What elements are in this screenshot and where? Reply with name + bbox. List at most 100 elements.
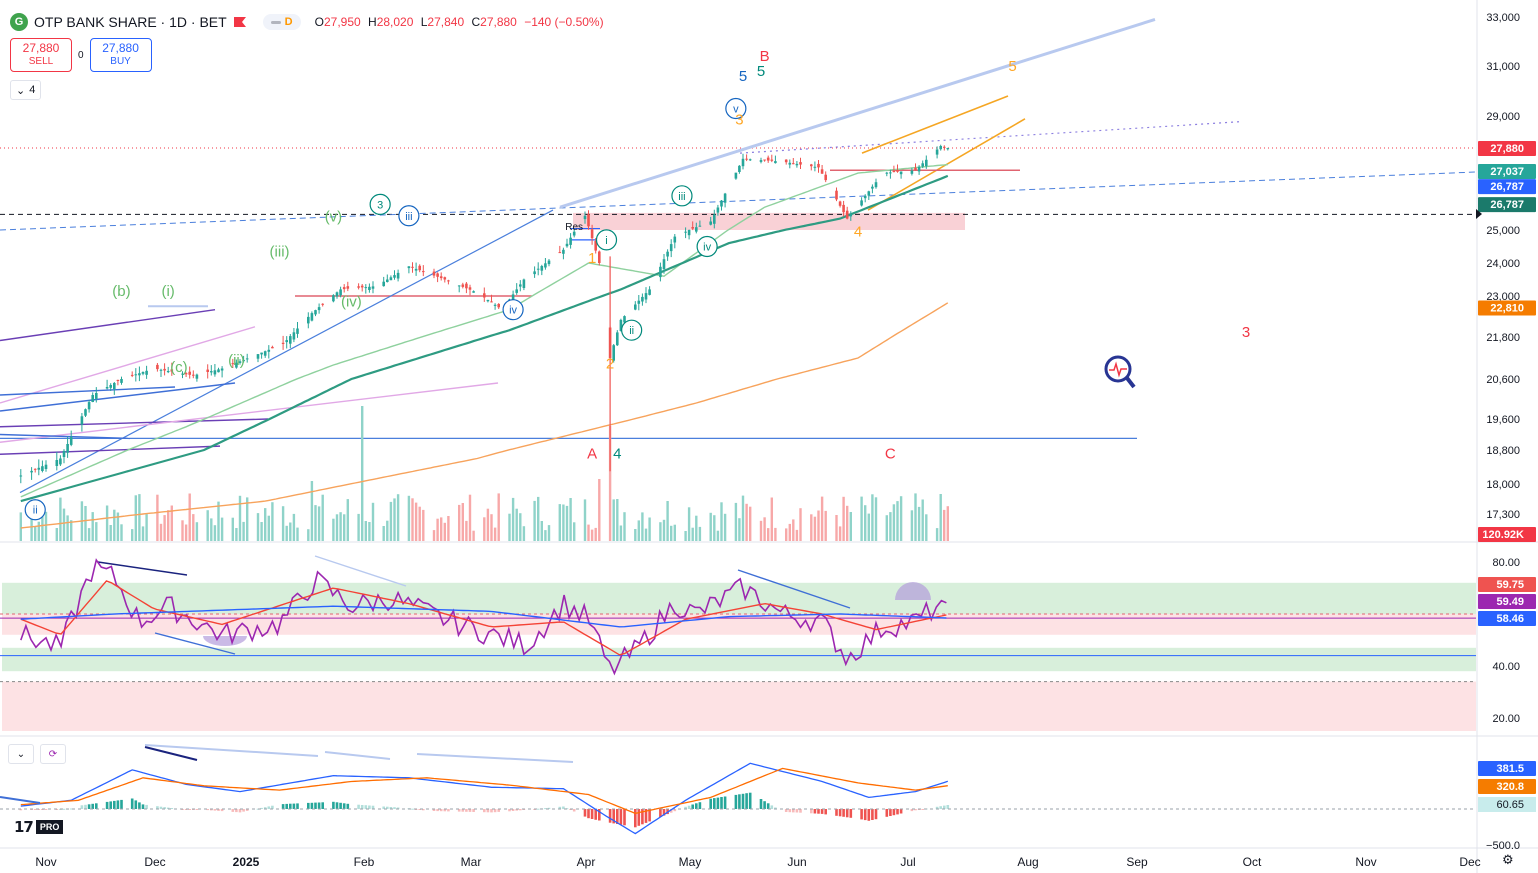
macd-histogram-bar <box>281 804 285 809</box>
volume-bar <box>181 520 184 541</box>
settings-icon[interactable]: ⚙ <box>1502 852 1514 867</box>
candle-body <box>565 243 569 247</box>
symbol-logo[interactable]: G <box>10 13 28 31</box>
macd-histogram-bar <box>695 803 698 809</box>
candle-body <box>519 284 522 287</box>
volume-bar <box>113 509 116 541</box>
macd-histogram-bar <box>109 801 112 809</box>
symbol-title[interactable]: OTP BANK SHARE · 1D · BET <box>34 14 227 30</box>
volume-bar <box>533 500 536 541</box>
refresh-icon[interactable]: ⟳ <box>40 744 66 764</box>
candle-body <box>673 236 677 243</box>
macd-histogram-bar <box>648 809 651 822</box>
macd-histogram-bar <box>738 794 741 809</box>
wave-label: (iv) <box>341 293 362 310</box>
volume-bar <box>141 526 145 541</box>
macd-histogram-bar <box>335 802 339 809</box>
tradingview-logo[interactable]: 17 PRO <box>14 818 64 836</box>
macd-histogram-bar <box>389 807 393 809</box>
macd-histogram-bar <box>19 809 23 811</box>
volume-bar <box>317 506 321 541</box>
candle-body <box>411 266 414 268</box>
candle-body <box>138 373 141 376</box>
candle-body <box>698 225 702 227</box>
candle-body <box>867 191 871 196</box>
candle-body <box>634 304 637 310</box>
buy-button[interactable]: 27,880 BUY <box>89 38 152 72</box>
logo-pro-badge: PRO <box>35 820 64 834</box>
candle-body <box>242 359 245 362</box>
macd-histogram-bar <box>914 809 917 811</box>
volume-bar <box>62 508 66 541</box>
price-tick: 18,000 <box>1486 479 1520 491</box>
candle-body <box>741 158 745 167</box>
candle-body <box>156 364 159 370</box>
flag-icon[interactable] <box>233 16 247 28</box>
price-tick: 31,000 <box>1486 61 1520 73</box>
candle-body <box>292 332 296 340</box>
macd-histogram-bar <box>396 807 400 809</box>
candle-body <box>310 313 314 321</box>
volume-bar <box>619 525 623 541</box>
volume-bar <box>357 513 360 541</box>
macd-histogram-bar <box>368 805 371 809</box>
candle-body <box>339 289 342 296</box>
candle-body <box>109 385 112 388</box>
sell-button[interactable]: 27,880 SELL <box>10 38 72 72</box>
macd-histogram-bar <box>921 809 924 810</box>
rsi-hump <box>895 582 931 600</box>
macd-histogram-bar <box>493 809 497 813</box>
macd-histogram-bar <box>105 801 109 809</box>
volume-bar <box>939 494 942 541</box>
macd-histogram-bar <box>134 800 138 809</box>
volume-bar <box>519 513 522 541</box>
indicators-toggle[interactable]: ⌄ 4 <box>10 80 42 100</box>
wave-label: 5 <box>757 63 765 80</box>
divergence-line <box>97 561 188 576</box>
candle-body <box>134 374 138 376</box>
candle-body <box>583 215 587 220</box>
candle-body <box>493 304 497 306</box>
volume-bar <box>590 529 594 541</box>
candle-body <box>810 164 813 167</box>
macd-histogram-bar <box>242 809 245 812</box>
volume-bar <box>734 502 738 541</box>
macd-histogram-bar <box>511 809 515 811</box>
volume-bar <box>698 526 702 541</box>
candle-body <box>84 409 87 416</box>
candle-body <box>860 200 863 206</box>
moving-average-line <box>20 174 949 503</box>
volume-bar <box>745 503 748 541</box>
macd-histogram-bar <box>842 809 845 817</box>
ma-long-price-tag: 22,810 <box>1490 302 1524 314</box>
macd-histogram-bar <box>267 806 271 809</box>
candle-body <box>461 284 465 287</box>
candle-body <box>113 383 116 390</box>
candle-body <box>838 201 842 206</box>
candle-body <box>687 230 691 236</box>
interval-badge[interactable]: D <box>262 14 301 30</box>
candle-body <box>382 281 385 287</box>
volume-bar <box>41 514 44 541</box>
candle-body <box>763 159 766 161</box>
ohlc-high-label: H <box>368 15 377 29</box>
wave-label: iv <box>703 242 711 254</box>
volume-bar <box>943 509 946 541</box>
macd-histogram-bar <box>382 806 385 809</box>
volume-bar <box>511 497 515 541</box>
volume-bar <box>935 528 939 541</box>
macd-histogram-bar <box>245 809 249 811</box>
chevron-down-icon[interactable]: ⌄ <box>8 744 34 764</box>
volume-bar <box>447 516 450 541</box>
macd-histogram-bar <box>508 809 511 812</box>
wave-label: iii <box>405 211 412 223</box>
wave-label: B <box>760 48 770 65</box>
ohlc-low: 27,840 <box>427 15 465 29</box>
rsi-value-tag-bg <box>1478 594 1536 609</box>
macd-histogram-bar <box>684 806 687 809</box>
candle-body <box>418 265 421 271</box>
volume-bar <box>393 498 396 541</box>
volume-bar <box>170 505 173 541</box>
macd-histogram-bar <box>799 809 802 813</box>
